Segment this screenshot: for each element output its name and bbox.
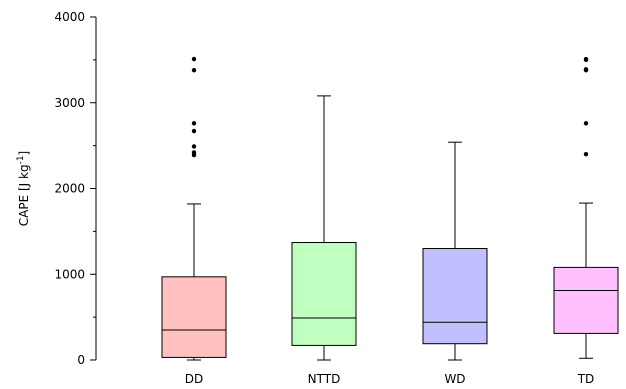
box-iqr bbox=[553, 266, 619, 334]
outlier-point bbox=[191, 56, 197, 62]
outlier-point bbox=[191, 144, 197, 149]
box-wd bbox=[422, 141, 488, 361]
box-iqr bbox=[291, 242, 357, 346]
outlier-point bbox=[191, 67, 197, 73]
labels: 0 1000 2000 3000 4000 CAPE [J kg-1] DD NTTD WD TD bbox=[16, 10, 595, 386]
y-axis-label-superscript: -1 bbox=[16, 155, 26, 164]
box-iqr bbox=[161, 276, 227, 358]
box-iqr bbox=[422, 248, 488, 345]
y-tick-label: 3000 bbox=[54, 96, 85, 110]
outlier-point bbox=[191, 128, 197, 134]
y-axis-label-suffix: ] bbox=[17, 151, 31, 156]
outlier-point bbox=[583, 121, 589, 126]
axes bbox=[90, 16, 97, 361]
y-tick-label: 2000 bbox=[54, 182, 85, 196]
outlier-point bbox=[583, 152, 589, 157]
outlier-point bbox=[191, 150, 197, 155]
y-axis-label-text: CAPE [J kg bbox=[17, 164, 31, 226]
box-td bbox=[553, 56, 619, 359]
x-category-label: WD bbox=[444, 372, 465, 385]
y-axis-label: CAPE [J kg-1] bbox=[16, 151, 31, 227]
x-category-label: DD bbox=[185, 372, 203, 385]
outlier-point bbox=[583, 56, 589, 62]
y-tick-label: 1000 bbox=[54, 267, 85, 281]
box-nttd bbox=[291, 95, 357, 361]
y-tick-label: 0 bbox=[77, 353, 85, 367]
x-category-label: TD bbox=[577, 372, 595, 385]
boxes bbox=[161, 56, 619, 361]
box-dd bbox=[161, 56, 227, 361]
outlier-point bbox=[191, 121, 197, 126]
x-category-label: NTTD bbox=[308, 372, 341, 385]
y-tick-label: 4000 bbox=[54, 10, 85, 24]
outlier-point bbox=[583, 67, 589, 72]
